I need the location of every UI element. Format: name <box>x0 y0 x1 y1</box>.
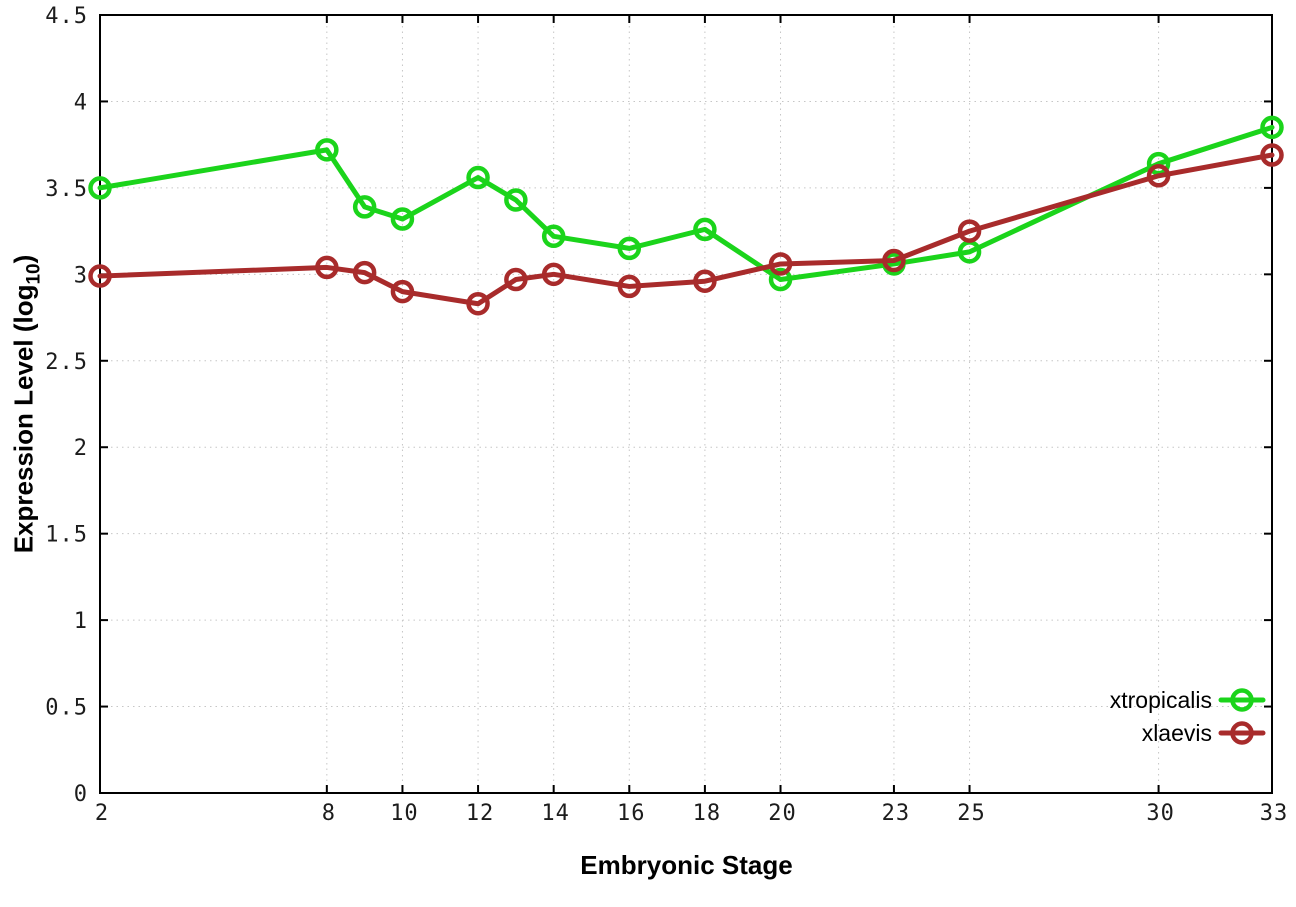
y-tick-label: 1.5 <box>45 523 88 548</box>
x-tick-label: 16 <box>617 801 646 826</box>
data-point-xlaevis <box>882 248 906 273</box>
data-point-xlaevis <box>390 279 415 304</box>
legend-marker-xlaevis <box>1230 721 1254 745</box>
legend-label-xlaevis: xlaevis <box>1142 720 1212 746</box>
data-point-xtropicalis <box>390 207 415 231</box>
data-point-xlaevis <box>1260 143 1284 167</box>
legend-marker-xtropicalis <box>1230 688 1254 712</box>
data-point-xlaevis <box>768 252 793 276</box>
plot-border <box>99 14 1273 794</box>
data-point-xlaevis <box>88 264 112 288</box>
y-axis-title-text: Expression Level (log <box>8 284 39 554</box>
y-axis-title-subscript: 10 <box>23 263 45 285</box>
data-point-xtropicalis <box>88 176 112 200</box>
series-line-xtropicalis <box>97 124 1275 283</box>
legend-label-xtropicalis: xtropicalis <box>1110 687 1212 713</box>
data-point-xtropicalis <box>504 188 528 212</box>
data-point-xlaevis <box>617 274 642 299</box>
data-point-xtropicalis <box>352 195 377 219</box>
data-point-xtropicalis <box>693 217 717 242</box>
x-tick-label: 8 <box>322 801 336 826</box>
y-tick-label: 4.5 <box>45 4 88 29</box>
data-point-xlaevis <box>504 267 528 292</box>
data-point-xlaevis <box>352 260 377 285</box>
x-tick-label: 12 <box>466 801 495 826</box>
data-point-xlaevis <box>693 269 717 293</box>
y-tick-label: 2 <box>74 436 88 461</box>
data-point-xtropicalis <box>315 138 339 162</box>
y-tick-label: 1 <box>74 609 88 634</box>
x-tick-label: 14 <box>541 801 570 826</box>
data-point-xlaevis <box>541 262 566 287</box>
data-point-xtropicalis <box>541 224 566 249</box>
data-point-xtropicalis <box>1260 115 1284 140</box>
x-tick-label: 10 <box>390 801 419 826</box>
series-line-xlaevis <box>97 152 1275 307</box>
x-tick-label: 33 <box>1260 801 1289 826</box>
x-tick-label: 30 <box>1146 801 1175 826</box>
data-point-xtropicalis <box>768 267 793 292</box>
data-point-xtropicalis <box>466 165 490 190</box>
y-tick-label: 0 <box>74 782 88 807</box>
y-axis-title-close: ) <box>8 254 39 264</box>
x-tick-label: 20 <box>768 801 797 826</box>
y-tick-label: 3 <box>74 263 88 288</box>
y-tick-label: 2.5 <box>45 350 88 375</box>
data-point-xtropicalis <box>617 236 642 261</box>
data-point-xlaevis <box>315 255 339 280</box>
x-tick-label: 25 <box>957 801 986 826</box>
x-tick-label: 18 <box>693 801 722 826</box>
y-tick-label: 4 <box>74 90 88 115</box>
y-tick-label: 3.5 <box>45 177 88 202</box>
y-axis-title: Expression Level (log10) <box>9 255 46 554</box>
data-point-xtropicalis <box>1146 151 1171 176</box>
data-point-xlaevis <box>957 219 982 243</box>
y-tick-label: 0.5 <box>45 696 88 721</box>
x-tick-label: 23 <box>882 801 911 826</box>
x-axis-title: Embryonic Stage <box>580 850 793 880</box>
data-point-xlaevis <box>466 291 490 316</box>
data-point-xlaevis <box>1146 164 1171 188</box>
x-tick-label: 2 <box>95 801 109 826</box>
